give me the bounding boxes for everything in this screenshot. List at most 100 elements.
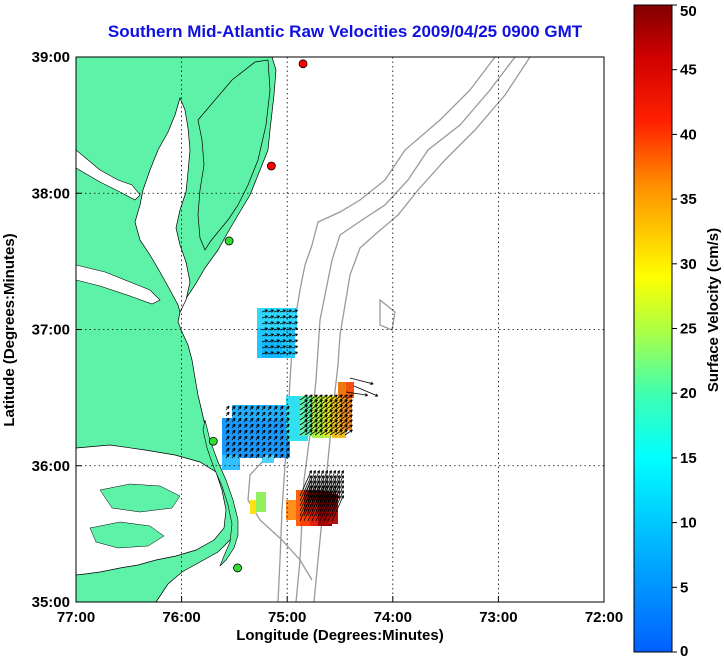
velocity-arrow: [309, 419, 318, 426]
velocity-arrow: [261, 453, 266, 459]
velocity-arrow: [237, 405, 242, 411]
velocity-arrow: [324, 429, 333, 436]
velocity-arrow: [291, 315, 299, 319]
velocity-arrow: [273, 429, 278, 435]
velocity-arrow: [231, 447, 236, 453]
velocity-arrow: [299, 470, 312, 497]
velocity-arrow: [285, 435, 290, 441]
velocity-arrow: [279, 441, 284, 447]
velocity-arrow: [329, 409, 338, 416]
velocity-arrow: [273, 339, 281, 343]
velocity-arrow: [285, 453, 290, 459]
velocity-arrow: [273, 351, 281, 355]
y-tick-label: 36:00: [32, 458, 70, 475]
velocity-arrow: [304, 419, 313, 426]
velocity-arrow: [314, 409, 323, 416]
velocity-arrow: [349, 377, 374, 385]
velocity-arrow: [249, 411, 254, 417]
velocity-arrow: [304, 399, 313, 406]
colorbar-tick-label: 45: [680, 62, 697, 79]
velocity-arrow: [304, 394, 313, 401]
velocity-arrow: [323, 475, 336, 502]
velocity-arrow: [261, 447, 266, 453]
velocity-arrow: [324, 424, 333, 431]
velocity-arrow: [279, 309, 287, 313]
velocity-arrow: [334, 429, 343, 436]
velocity-arrow: [299, 424, 308, 431]
station-marker: [233, 563, 242, 573]
velocity-arrow: [315, 475, 328, 502]
velocity-arrow: [261, 429, 266, 435]
velocity-arrow: [237, 411, 242, 417]
velocity-arrow: [279, 417, 284, 423]
velocity-arrow: [261, 417, 266, 423]
colorbar-tick-label: 10: [680, 515, 697, 532]
velocity-arrow: [324, 409, 333, 416]
velocity-arrow: [339, 419, 348, 426]
velocity-arrow: [249, 453, 254, 459]
velocity-arrow: [231, 411, 236, 417]
velocity-arrow: [261, 411, 266, 417]
velocity-arrow: [279, 423, 284, 429]
velocity-arrow: [225, 411, 230, 417]
velocity-arrow: [324, 394, 333, 401]
velocity-arrow: [344, 429, 353, 436]
velocity-arrow: [279, 345, 287, 349]
velocity-arrow: [231, 429, 236, 435]
velocity-arrow: [273, 423, 278, 429]
x-tick-label: 75:00: [268, 609, 306, 626]
velocity-arrow: [319, 470, 332, 497]
velocity-arrow: [249, 435, 254, 441]
velocity-arrow: [344, 419, 353, 426]
colorbar-ticks: 0 5 10 15 20 25 30 35 40 45 50: [672, 3, 697, 659]
velocity-arrow: [319, 419, 328, 426]
velocity-arrow: [225, 423, 230, 429]
velocity-arrow: [304, 409, 313, 416]
velocity-arrow: [291, 351, 299, 355]
velocity-arrow: [319, 409, 328, 416]
velocity-arrow: [319, 475, 332, 502]
velocity-arrow: [273, 447, 278, 453]
velocity-arrow: [261, 423, 266, 429]
velocity-arrow: [344, 399, 353, 406]
x-tick-label: 73:00: [479, 609, 517, 626]
velocity-arrow: [231, 435, 236, 441]
land-peninsula: [197, 59, 271, 251]
velocity-arrow: [279, 435, 284, 441]
velocity-arrow: [225, 441, 230, 447]
velocity-arrow: [339, 414, 348, 421]
velocity-arrow: [255, 435, 260, 441]
velocity-arrow: [237, 435, 242, 441]
velocity-arrow: [267, 339, 275, 343]
velocity-arrow: [299, 475, 312, 502]
velocity-arrow: [261, 405, 266, 411]
velocity-arrow: [279, 327, 287, 331]
velocity-arrow: [261, 441, 266, 447]
station-marker: [224, 236, 234, 246]
y-axis-label: Latitude (Degrees:Minutes): [1, 233, 18, 426]
velocity-arrow: [329, 414, 338, 421]
velocity-arrow: [261, 435, 266, 441]
velocity-arrow: [327, 470, 340, 497]
velocity-arrow: [273, 411, 278, 417]
velocity-arrow: [249, 405, 254, 411]
velocity-arrow: [225, 429, 230, 435]
velocity-arrow: [243, 417, 248, 423]
velocity-arrow: [243, 435, 248, 441]
colorbar-tick-label: 15: [680, 450, 697, 467]
river-1: [76, 149, 141, 201]
velocity-arrow: [319, 429, 328, 436]
velocity-arrow: [334, 414, 343, 421]
colorbar-tick-label: 40: [680, 126, 697, 143]
velocity-arrow: [255, 405, 260, 411]
velocity-arrow: [311, 475, 324, 502]
velocity-arrow: [243, 429, 248, 435]
velocity-arrow: [304, 424, 313, 431]
velocity-arrow: [334, 424, 343, 431]
velocity-arrow: [279, 315, 287, 319]
velocity-arrow: [237, 447, 242, 453]
velocity-arrow: [285, 315, 293, 319]
velocity-arrow: [319, 404, 328, 411]
velocity-arrow: [267, 423, 272, 429]
velocity-arrow: [225, 447, 230, 453]
